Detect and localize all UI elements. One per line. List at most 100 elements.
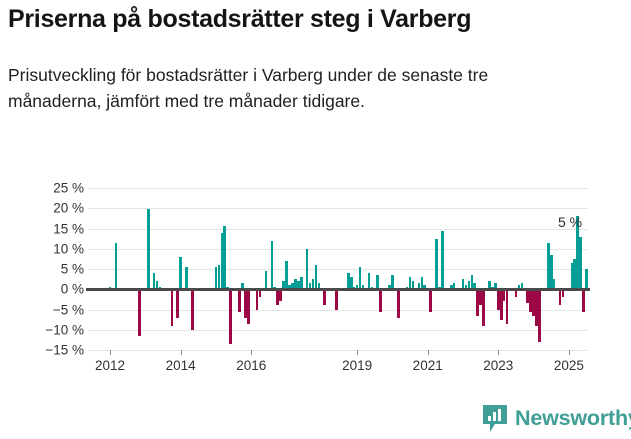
bar (520, 283, 524, 290)
gridline (88, 208, 588, 210)
bar (396, 289, 400, 318)
bar (367, 273, 371, 290)
bar (155, 281, 159, 290)
bar (570, 262, 574, 290)
bar (376, 275, 379, 290)
bar (420, 277, 424, 290)
bar (370, 287, 374, 290)
bar-chart: 25 % 20 % 15 % 10 % 5 % 0 % −5 % −10 % −15 % 5 %… (0, 180, 631, 380)
y-axis-tick-label: 25 % (53, 180, 84, 196)
bar (452, 283, 456, 290)
bar (473, 283, 477, 290)
gridline (88, 309, 588, 311)
bar (552, 279, 556, 290)
gridline (88, 188, 588, 189)
bar (108, 287, 112, 290)
bar (388, 285, 391, 290)
bar (158, 287, 162, 290)
bar (441, 230, 444, 290)
bar (546, 242, 550, 290)
bar (505, 289, 509, 324)
bar (335, 289, 338, 310)
x-axis-tick-label: 2025 (553, 358, 584, 373)
x-axis-tick-label: 2012 (95, 358, 126, 373)
bar (146, 209, 150, 290)
bar (499, 289, 503, 320)
bar (470, 275, 474, 290)
gridline (88, 329, 588, 331)
bar (349, 277, 353, 290)
x-axis-tick-label: 2023 (483, 358, 514, 373)
x-axis-tick-label: 2014 (165, 358, 196, 373)
bar (476, 289, 479, 316)
bar (317, 283, 321, 290)
bar (461, 279, 465, 290)
bar (435, 238, 438, 290)
bar (529, 289, 532, 312)
bar (502, 289, 506, 302)
x-axis-tick-label: 2016 (236, 358, 267, 373)
bar (220, 232, 224, 290)
bar (170, 289, 174, 326)
bar (561, 289, 565, 298)
x-axis-tick (180, 350, 182, 355)
bar (226, 287, 229, 290)
bar (288, 285, 291, 290)
bar (238, 289, 241, 312)
bar (355, 285, 359, 290)
bar (585, 269, 588, 290)
bar (494, 283, 497, 290)
x-axis-tick (568, 350, 570, 355)
bar (496, 289, 500, 310)
page-subtitle: Prisutveckling för bostadsrätter i Varbe… (8, 65, 489, 111)
bar (305, 248, 309, 290)
bar (264, 271, 268, 290)
bar (114, 242, 118, 290)
bar (429, 289, 432, 312)
page-title: Priserna på bostadsrätter steg i Varberg (8, 5, 472, 33)
bar (479, 289, 482, 306)
logo-wordmark: Newsworthy (515, 406, 631, 431)
x-axis-tick-label: 2021 (412, 358, 443, 373)
bar (214, 266, 218, 290)
bar (549, 254, 553, 290)
y-axis-tick-label: 10 % (53, 241, 84, 257)
bar (294, 279, 297, 290)
bar-chart-speech-bubble-icon (482, 404, 508, 434)
bar (285, 260, 288, 290)
x-axis-labels: 2012 2014 2016 2019 2021 2023 2025 (88, 350, 588, 380)
y-axis-tick-label: 0 % (60, 281, 84, 297)
bar (176, 289, 179, 318)
bar (308, 283, 312, 290)
y-axis-tick-label: −15 % (45, 342, 84, 358)
gridline (88, 228, 588, 230)
gridline (88, 248, 588, 250)
bar (582, 289, 585, 312)
bar (535, 289, 538, 326)
bar (464, 285, 468, 290)
newsworthy-logo: Newsworthy (482, 404, 631, 434)
bar (408, 277, 412, 290)
bar (138, 289, 141, 336)
bar (276, 289, 279, 306)
bar (185, 266, 188, 290)
x-axis-tick (357, 350, 359, 355)
y-axis-tick-label: 5 % (60, 261, 84, 277)
bar (246, 289, 250, 324)
bar (379, 289, 382, 312)
bar (517, 285, 521, 290)
bar (449, 285, 453, 290)
bar (229, 289, 232, 344)
x-axis-tick (427, 350, 429, 355)
x-axis-tick-label: 2019 (342, 358, 373, 373)
bar (573, 258, 577, 290)
bar (405, 287, 409, 290)
gridline (88, 350, 588, 351)
bar (558, 289, 562, 306)
bar (579, 236, 582, 290)
bar (191, 289, 194, 330)
bar (532, 289, 535, 316)
bar (223, 226, 227, 290)
bar (323, 289, 327, 306)
